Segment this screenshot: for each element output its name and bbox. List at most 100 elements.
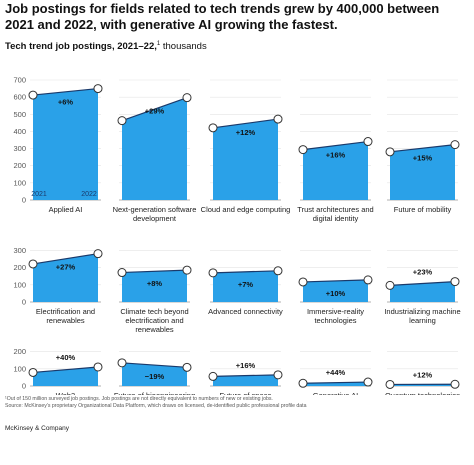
brand-name: McKinsey & Company — [5, 425, 69, 432]
marker-2022 — [182, 265, 192, 275]
area-fill — [122, 362, 187, 386]
change-label: +10% — [326, 289, 346, 298]
category-label: technologies — [314, 316, 356, 325]
category-label: Industrializing machine — [384, 307, 460, 316]
area-fill — [33, 88, 98, 200]
trend-line — [121, 269, 188, 274]
marker-2021 — [28, 367, 38, 377]
area-fill — [390, 144, 455, 200]
x-label-2022: 2022 — [81, 191, 97, 198]
change-label: +44% — [326, 368, 346, 377]
marker-2021 — [385, 379, 395, 389]
trend-line — [389, 144, 456, 153]
marker-2021 — [298, 145, 308, 155]
change-label: +8% — [147, 279, 163, 288]
marker-2021 — [117, 358, 127, 368]
chart-title: Job postings for fields related to tech … — [5, 1, 440, 32]
category-label: digital identity — [313, 214, 359, 223]
change-label: +12% — [236, 128, 256, 137]
footnote: ¹Out of 150 million surveyed job posting… — [5, 396, 273, 402]
change-label: +6% — [58, 98, 74, 107]
change-label: −19% — [145, 372, 165, 381]
trend-line — [302, 381, 369, 384]
area-fill — [33, 366, 98, 386]
y-tick-label: 700 — [13, 76, 26, 85]
category-label: Generative AI — [313, 391, 358, 395]
marker-2022 — [93, 362, 103, 372]
trend-line — [121, 362, 188, 368]
category-label: development — [133, 214, 177, 223]
y-tick-label: 100 — [13, 280, 26, 289]
category-label: Future of space — [219, 391, 271, 395]
category-label: Electrification and — [36, 307, 95, 316]
area-fill — [213, 270, 278, 302]
trend-line — [212, 118, 279, 129]
marker-2021 — [298, 378, 308, 388]
marker-2022 — [182, 93, 192, 103]
category-label: Applied AI — [49, 205, 83, 214]
trend-line — [32, 253, 99, 265]
subtitle-footnote-marker: 1 — [156, 41, 161, 47]
y-tick-label: 300 — [13, 246, 26, 255]
marker-2021 — [385, 280, 395, 290]
area-fill — [213, 119, 278, 200]
y-tick-label: 200 — [13, 263, 26, 272]
marker-2022 — [363, 377, 373, 387]
chart-subtitle: Tech trend job postings, 2021–22,1 thous… — [5, 41, 207, 52]
change-label: +15% — [413, 154, 433, 163]
marker-2021 — [385, 147, 395, 157]
marker-2021 — [208, 371, 218, 381]
marker-2022 — [450, 140, 460, 150]
change-label: +16% — [326, 151, 346, 160]
x-label-2021: 2021 — [31, 191, 47, 198]
change-label: +16% — [236, 361, 256, 370]
subtitle-unit: thousands — [162, 41, 207, 53]
category-label: Future of bioengineering — [114, 391, 195, 395]
y-tick-label: 500 — [13, 110, 26, 119]
marker-2021 — [208, 268, 218, 278]
marker-2021 — [28, 90, 38, 100]
trend-line — [302, 279, 369, 283]
marker-2021 — [208, 123, 218, 133]
category-label: Next-generation software — [113, 205, 197, 214]
trend-line — [212, 270, 279, 274]
y-tick-label: 200 — [13, 161, 26, 170]
marker-2021 — [298, 277, 308, 287]
category-label: Quantum technologies — [385, 391, 460, 395]
marker-2022 — [93, 249, 103, 259]
small-multiples-chart: 0 100 200 300 400 500 600 700 0 100 200 300 0 100 200 +… — [13, 76, 460, 396]
category-label: Web3 — [56, 391, 75, 395]
marker-2022 — [450, 379, 460, 389]
marker-2022 — [182, 362, 192, 372]
trend-line — [32, 87, 99, 96]
y-tick-label: 300 — [13, 144, 26, 153]
y-tick-label: 400 — [13, 127, 26, 136]
trend-line — [32, 366, 99, 374]
category-label: learning — [409, 316, 436, 325]
y-tick-label: 0 — [22, 298, 26, 307]
area-fill — [303, 141, 368, 200]
category-label: Future of mobility — [394, 205, 452, 214]
category-label: Trust architectures and — [297, 205, 373, 214]
marker-2022 — [273, 114, 283, 124]
marker-2022 — [450, 277, 460, 287]
y-tick-label: 0 — [22, 382, 26, 391]
marker-2022 — [273, 370, 283, 380]
marker-2022 — [273, 266, 283, 276]
y-tick-label: 200 — [13, 347, 26, 356]
area-fill — [122, 270, 187, 302]
marker-2022 — [363, 137, 373, 147]
trend-line — [121, 97, 188, 122]
area-fill — [303, 279, 368, 302]
y-tick-label: 0 — [22, 196, 26, 205]
area-fill — [33, 253, 98, 302]
change-label: +12% — [413, 370, 433, 379]
area-fill — [122, 97, 187, 200]
y-tick-label: 100 — [13, 364, 26, 373]
area-fill — [213, 374, 278, 386]
change-label: +40% — [56, 353, 76, 362]
category-label: electrification and — [125, 316, 183, 325]
marker-2022 — [93, 84, 103, 94]
category-label: Advanced connectivity — [208, 307, 283, 316]
area-fill — [390, 281, 455, 302]
